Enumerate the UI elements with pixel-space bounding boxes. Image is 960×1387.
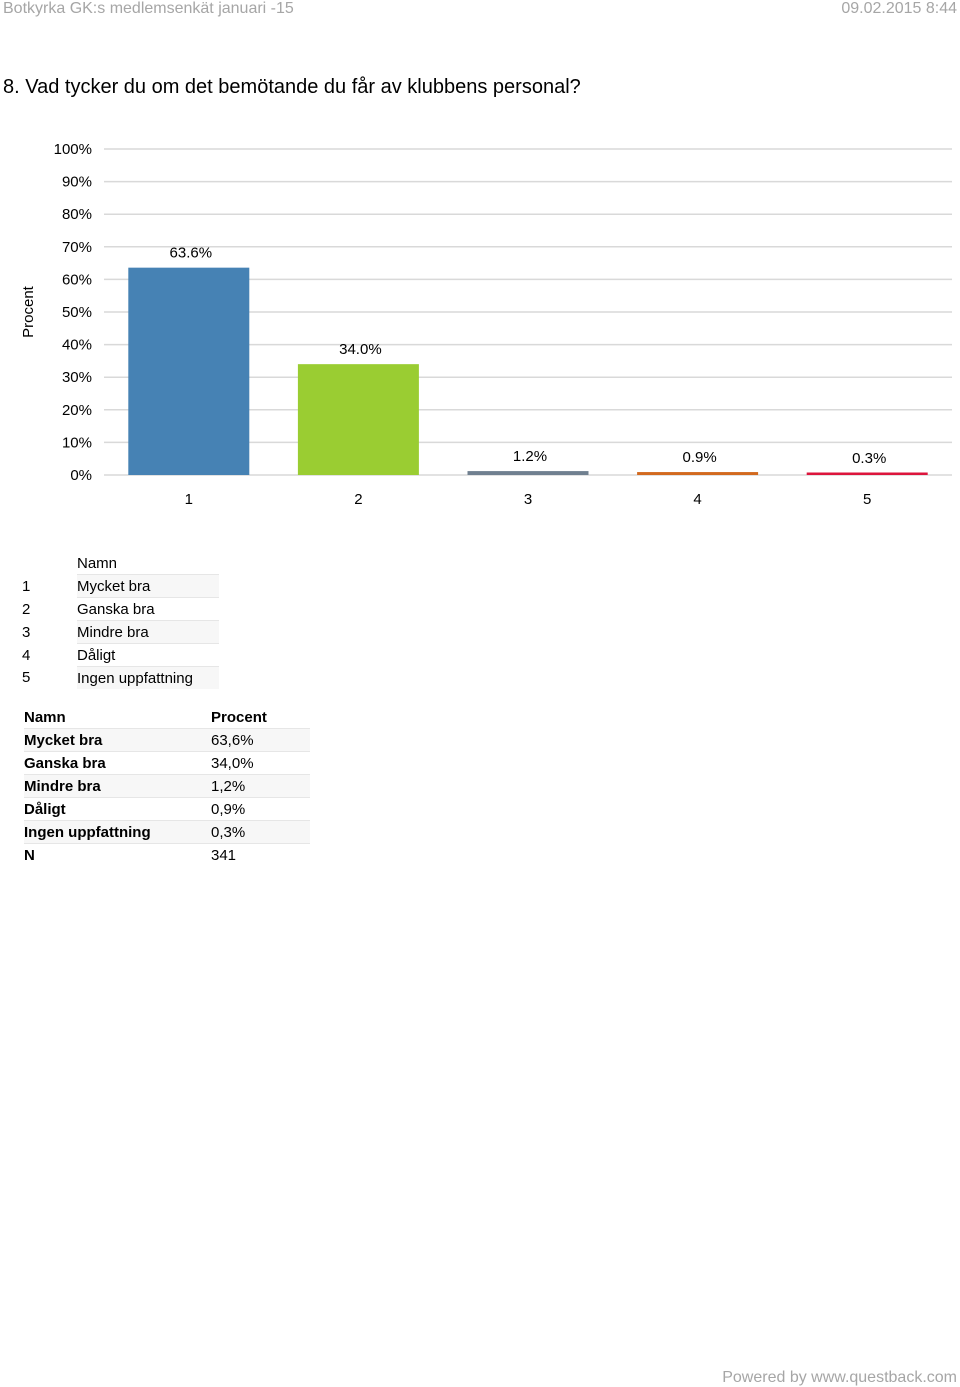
result-row-value: 63,6% [211,728,310,752]
legend-row: 4 Dåligt [22,643,219,667]
bar [637,472,759,475]
y-tick-label: 60% [62,271,92,288]
result-header-name: Namn [24,708,66,726]
y-tick-label: 90% [62,174,92,191]
result-row: Dåligt 0,9% [24,797,310,821]
footer-credit: Powered by www.questback.com [722,1369,957,1386]
x-tick-label: 2 [354,491,362,508]
data-labels: 63.6% 34.0% 1.2% 0.9% 0.3% [170,245,887,467]
legend-row-name: Mindre bra [77,620,219,644]
y-tick-label: 0% [70,467,92,484]
bar [806,472,928,475]
legend-row-name: Ingen uppfattning [77,666,219,689]
result-row-label: Mycket bra [24,728,211,752]
y-tick-label: 30% [62,369,92,386]
result-row-value: 0,9% [211,797,310,821]
result-row: Mycket bra 63,6% [24,728,310,752]
result-row: Ingen uppfattning 0,3% [24,820,310,844]
bar [467,471,589,475]
bar-value-label: 0.3% [852,450,886,467]
legend-row: 1 Mycket bra [22,574,219,598]
legend-header-name: Namn [77,554,118,572]
y-tick-label: 40% [62,337,92,354]
bar-value-label: 34.0% [339,341,382,358]
y-axis-label: Procent [20,285,37,338]
y-tick-label: 10% [62,434,92,451]
legend-row-number: 4 [22,646,31,664]
y-tick-labels: 0% 10% 20% 30% 40% 50% 60% 70% 80% 90% 100% [54,141,92,484]
legend-row: 5 Ingen uppfattning [22,666,219,689]
legend-row-number: 3 [22,623,31,641]
bar [128,267,250,475]
legend-row-name: Dåligt [77,643,219,667]
result-row-label: Dåligt [24,797,211,821]
result-row-value: 1,2% [211,774,310,798]
y-tick-label: 70% [62,239,92,256]
result-row-value: 0,3% [211,820,310,844]
legend-row-name: Ganska bra [77,597,219,621]
result-row-label: Ganska bra [24,751,211,775]
report-title: Botkyrka GK:s medlemsenkät januari -15 [3,0,294,17]
bar-value-label: 0.9% [682,449,716,466]
x-tick-label: 3 [524,491,532,508]
y-tick-label: 20% [62,402,92,419]
report-timestamp: 09.02.2015 8:44 [841,0,957,17]
legend-row-number: 1 [22,577,31,595]
bar-chart: 0% 10% 20% 30% 40% 50% 60% 70% 80% 90% 100% Procen… [20,141,952,508]
bar [297,364,419,475]
result-row: N 341 [24,843,310,866]
result-row-value: 341 [211,843,310,866]
x-tick-label: 5 [863,491,871,508]
question-title: 8. Vad tycker du om det bemötande du får… [3,76,581,98]
result-row: Mindre bra 1,2% [24,774,310,798]
legend-row: 2 Ganska bra [22,597,219,621]
x-tick-labels: 1 2 3 4 5 [185,491,872,508]
x-tick-label: 1 [185,491,193,508]
legend-row-name: Mycket bra [77,574,219,598]
bars [128,267,928,475]
bar-value-label: 63.6% [170,245,213,262]
legend-row-number: 2 [22,600,31,618]
result-row-label: Mindre bra [24,774,211,798]
result-row-label: N [24,843,211,866]
y-tick-label: 50% [62,304,92,321]
result-header-value: Procent [211,708,267,726]
legend-row-number: 5 [22,669,31,687]
result-table: Namn Procent Mycket bra 63,6% Ganska bra 34… [24,706,310,866]
y-tick-label: 80% [62,206,92,223]
x-tick-label: 4 [693,491,701,508]
legend-table: Namn 1 Mycket bra 2 Ganska bra 3 Mindre bra 4 D… [22,552,219,689]
result-row-value: 34,0% [211,751,310,775]
result-row: Ganska bra 34,0% [24,751,310,775]
legend-header-num [22,552,77,575]
legend-row: 3 Mindre bra [22,620,219,644]
y-tick-label: 100% [54,141,92,158]
result-row-label: Ingen uppfattning [24,820,211,844]
bar-value-label: 1.2% [513,448,547,465]
